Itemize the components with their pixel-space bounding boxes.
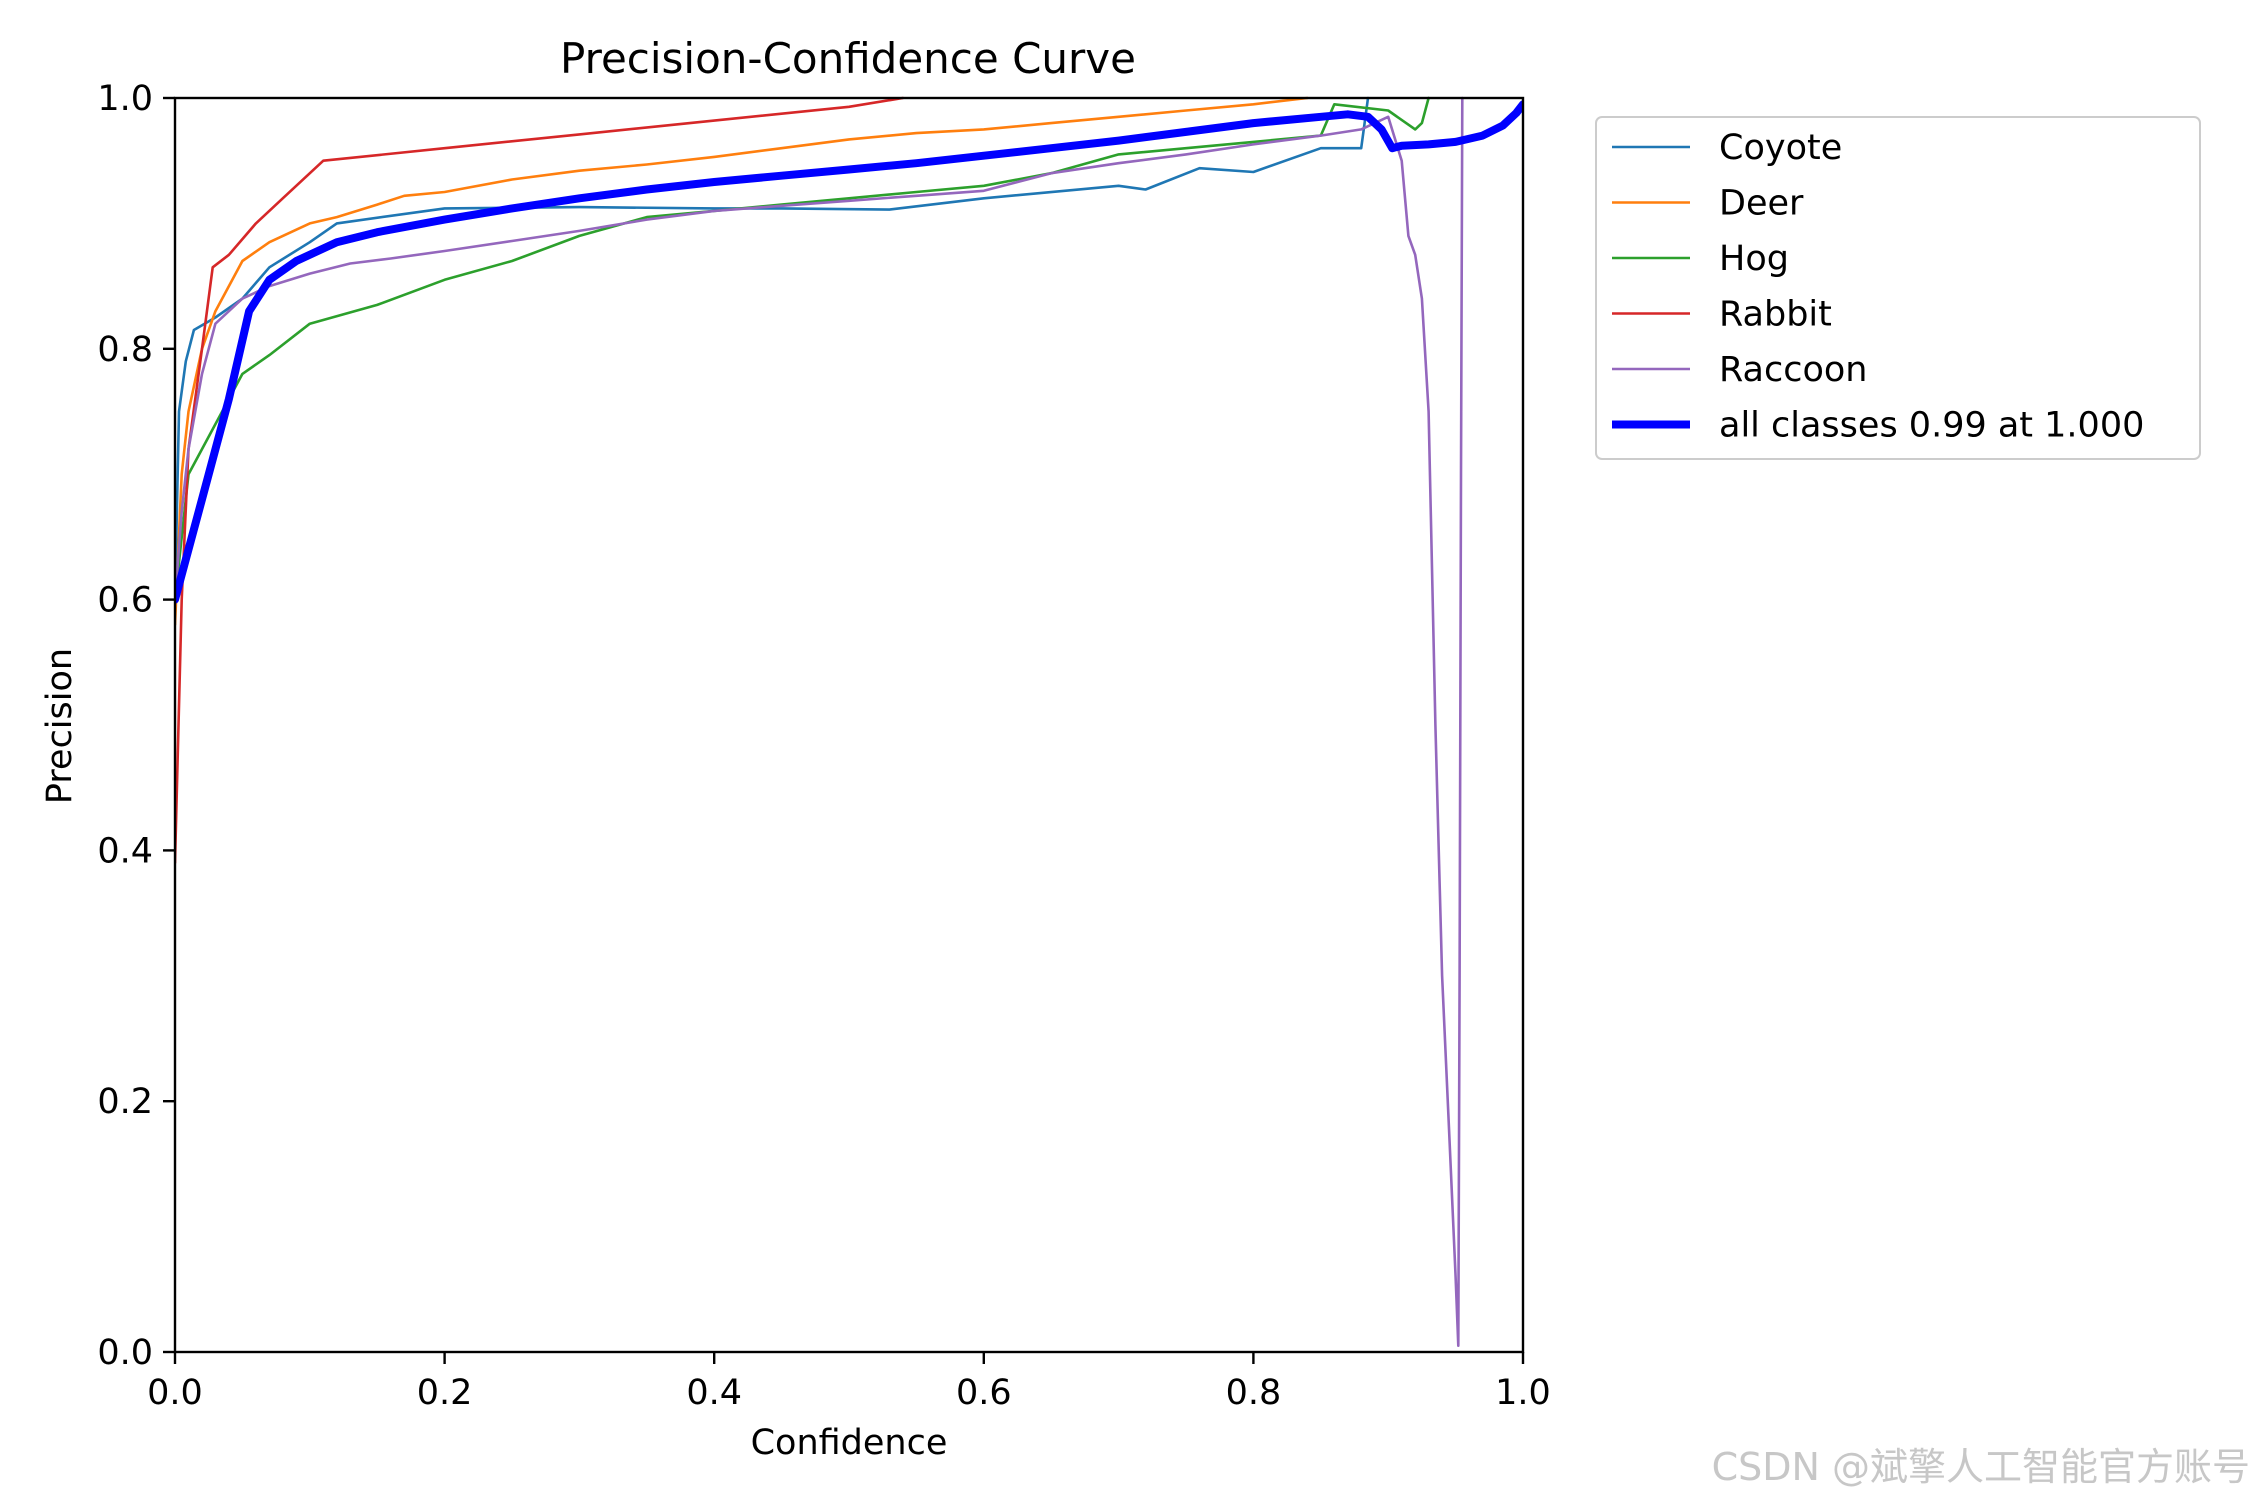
legend-label: Hog [1719, 239, 1789, 279]
y-tick-label: 0.0 [97, 1333, 153, 1373]
y-axis-label: Precision [40, 648, 80, 804]
x-tick-label: 0.6 [956, 1373, 1012, 1413]
legend-box [1595, 116, 2201, 460]
y-tick-label: 0.2 [97, 1082, 153, 1122]
legend-label: Coyote [1719, 128, 1842, 168]
x-tick-label: 0.8 [1226, 1373, 1282, 1413]
y-tick-label: 1.0 [97, 79, 153, 119]
chart-title: Precision-Confidence Curve [560, 34, 1136, 83]
legend-label: Rabbit [1719, 295, 1832, 335]
series-line-all-classes-0-99-at-1-000 [175, 100, 1523, 604]
series-layer [175, 96, 1523, 1347]
x-axis-label: Confidence [751, 1423, 948, 1463]
y-tick-label: 0.8 [97, 330, 153, 370]
ticks-layer: 0.0 0.2 0.4 0.6 0.8 1.0 0.0 0.2 0.4 0.6 0.8 1.0 [97, 79, 1551, 1413]
x-tick-label: 0.4 [686, 1373, 742, 1413]
watermark-text: CSDN @斌擎人工智能官方账号 [1712, 1445, 2250, 1489]
x-tick-label: 0.0 [147, 1373, 203, 1413]
x-tick-label: 0.2 [417, 1373, 473, 1413]
y-tick-label: 0.4 [97, 831, 153, 871]
legend-label: all classes 0.99 at 1.000 [1719, 406, 2144, 446]
series-line-coyote [175, 96, 1370, 601]
legend-label: Deer [1719, 184, 1804, 224]
series-line-raccoon [175, 96, 1464, 1347]
axes-frame [173, 96, 1525, 1354]
legend: Coyote Deer Hog Rabbit Raccoon all classes 0.… [1595, 116, 2201, 460]
series-line-deer [175, 96, 1309, 627]
x-tick-label: 1.0 [1495, 1373, 1551, 1413]
series-line-rabbit [175, 96, 905, 865]
y-tick-label: 0.6 [97, 581, 153, 621]
legend-label: Raccoon [1719, 350, 1868, 390]
legend-items: Coyote Deer Hog Rabbit Raccoon all classes 0.… [1612, 128, 2144, 446]
